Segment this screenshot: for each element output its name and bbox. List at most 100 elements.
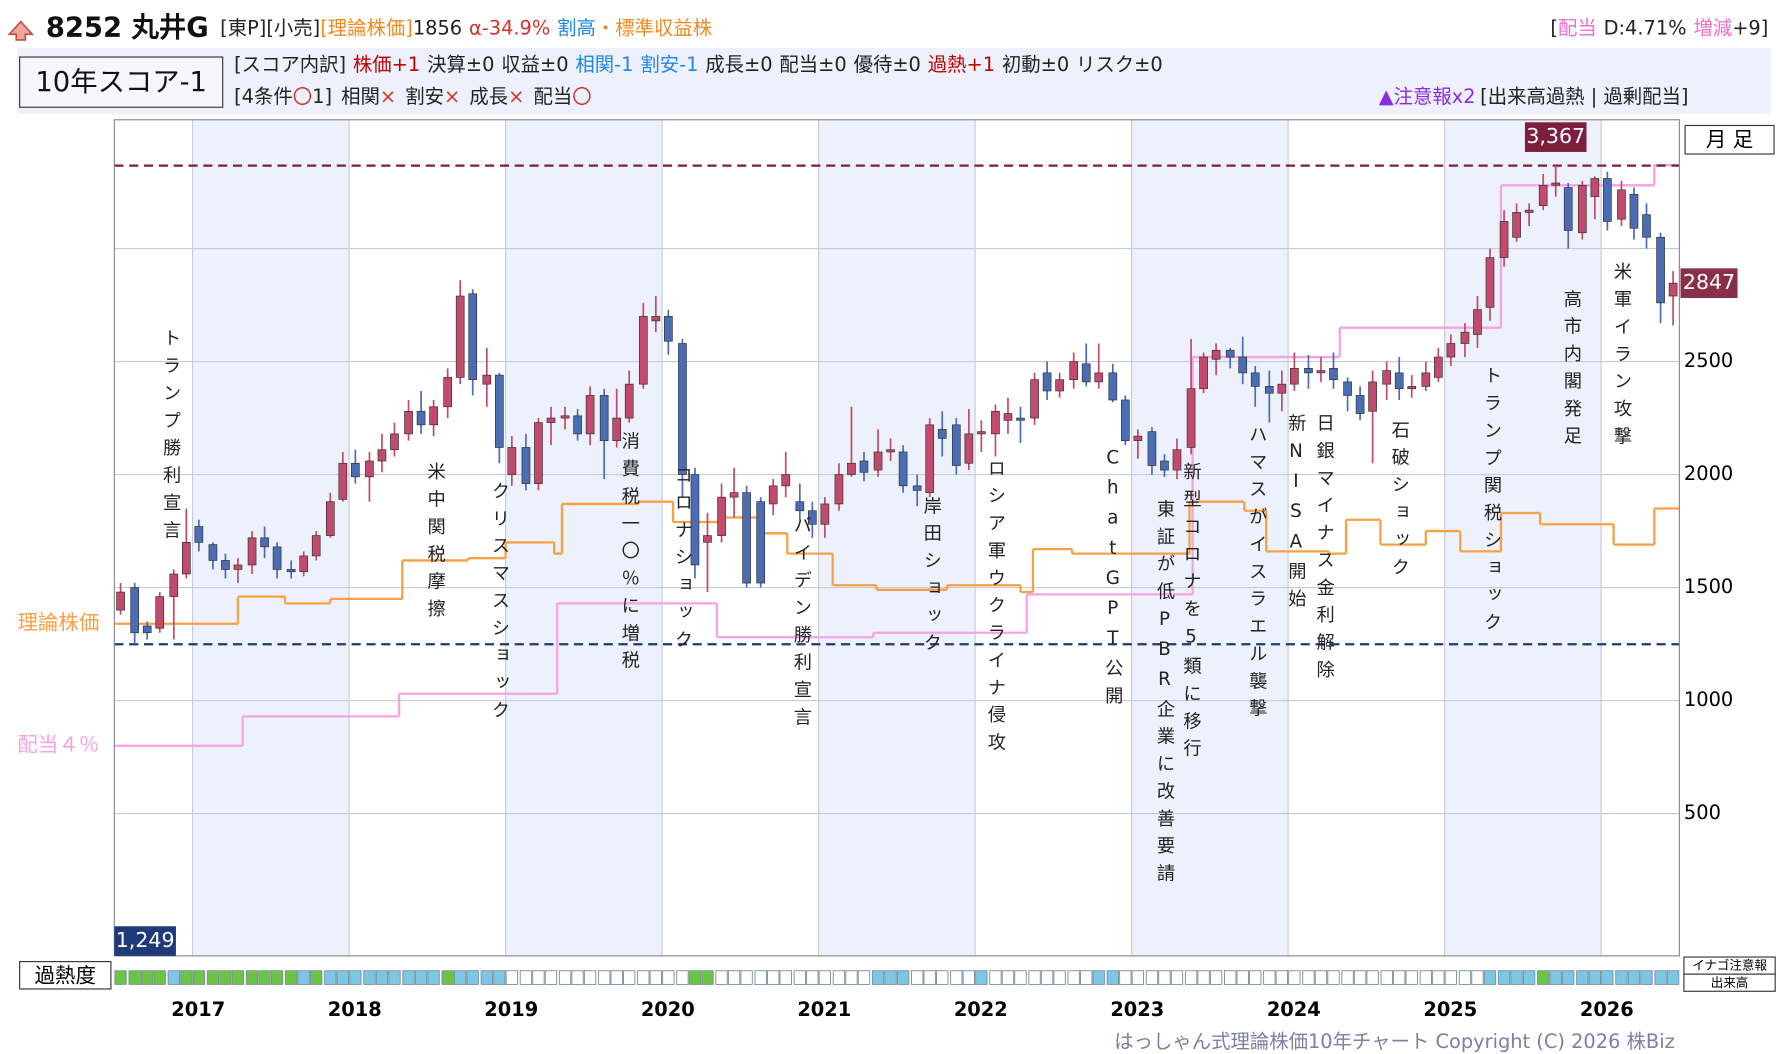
- candle-body: [181, 542, 191, 575]
- event-annotation: 高市内閣発足: [1561, 289, 1582, 453]
- heat-cell: [688, 970, 702, 985]
- heat-cell: [1170, 970, 1184, 985]
- heat-cell: [206, 970, 220, 985]
- heat-cell: [1236, 970, 1249, 985]
- heat-cell: [402, 970, 415, 985]
- heat-cell: [1275, 970, 1289, 985]
- header-line: [配当 D:4.71% 増減+9]: [1550, 16, 1768, 39]
- score-box-text: 10年スコア-1: [35, 67, 207, 98]
- candle-body: [416, 410, 426, 426]
- heat-cell: [466, 970, 479, 985]
- heat-cell: [1288, 970, 1301, 985]
- heat-cell: [923, 970, 936, 985]
- year-shade: [1131, 119, 1289, 956]
- header-text: 過熱+1: [928, 53, 995, 76]
- candle-body: [717, 496, 726, 536]
- heat-cell: [505, 970, 519, 985]
- year-shade: [192, 119, 350, 956]
- candle-body: [1473, 309, 1482, 335]
- heat-cell: [583, 970, 597, 985]
- heat-cell: [767, 970, 780, 985]
- y-tick-label: 1000: [1684, 688, 1733, 711]
- header-line: [スコア内訳] 株価+1 決算±0 収益±0 相関-1 割安-1 成長±0 配当±0 優待±0 過…: [234, 53, 1163, 76]
- up-arrow-icon: [7, 20, 35, 41]
- header-text: 配当: [1558, 16, 1597, 39]
- candle-body: [221, 560, 230, 570]
- header-text: ・標準収益株: [596, 16, 712, 39]
- candle-body: [624, 383, 634, 419]
- candle-body: [1563, 187, 1573, 231]
- heat-cell: [1654, 970, 1667, 985]
- candle-body: [977, 431, 986, 435]
- heat-cell: [662, 970, 675, 985]
- heat-cell: [114, 970, 127, 985]
- candle-body: [1368, 381, 1377, 412]
- heat-cell: [231, 970, 245, 985]
- heat-label-box: [19, 961, 112, 990]
- header-text: 割高: [557, 16, 596, 39]
- heat-cell: [962, 970, 975, 985]
- candle-body: [690, 474, 700, 566]
- candle-body: [1147, 431, 1157, 466]
- header-text: 初動±0: [1002, 53, 1069, 76]
- heat-cell: [1458, 970, 1472, 985]
- event-annotation: 東証が低PBR企業に改善要請: [1154, 499, 1175, 891]
- candle-body: [898, 451, 908, 487]
- heat-cell: [1106, 970, 1119, 985]
- heat-cell: [715, 970, 728, 985]
- header-line: [4条件〇1] 相関× 割安× 成長× 配当〇: [234, 84, 592, 107]
- heat-cell: [1092, 970, 1105, 985]
- candle-body: [1094, 372, 1104, 383]
- candle-body: [886, 449, 895, 453]
- x-tick-label: 2023: [1110, 998, 1164, 1021]
- heat-cell: [1145, 970, 1159, 985]
- heat-cell: [1028, 970, 1041, 985]
- heat-cell: [1380, 970, 1393, 985]
- heat-cell: [1040, 970, 1054, 985]
- heat-cell: [1522, 970, 1536, 985]
- heat-cell: [1666, 970, 1680, 985]
- header-text: 配当±0: [779, 53, 846, 76]
- header-text: 成長±0: [705, 53, 772, 76]
- heat-cell: [1444, 970, 1458, 985]
- candle-body: [1642, 214, 1651, 238]
- event-annotation: ChatGPT公開: [1102, 447, 1123, 713]
- candle-body: [1394, 372, 1404, 390]
- header-text: 優待±0: [854, 53, 921, 76]
- heat-cell: [1014, 970, 1027, 985]
- candle-body: [1421, 372, 1431, 387]
- heat-cell: [975, 970, 988, 985]
- candle-body: [951, 424, 961, 466]
- heat-cell: [1053, 970, 1066, 985]
- event-annotation: ロシア軍ウクライナ侵攻: [985, 459, 1006, 760]
- heat-cell: [297, 970, 310, 985]
- heat-cell: [493, 970, 506, 985]
- heat-cell: [1483, 970, 1497, 985]
- candle-body: [155, 596, 165, 629]
- candle-body: [925, 424, 935, 493]
- heat-cell: [649, 970, 662, 985]
- header-text: 〇: [572, 84, 591, 107]
- candle-body: [1329, 368, 1338, 380]
- heat-cell: [1549, 970, 1562, 985]
- candle-body: [521, 447, 531, 484]
- header-text: α-34.9%: [469, 16, 550, 39]
- heat-cell: [845, 970, 858, 985]
- candle-body: [390, 433, 399, 451]
- candle-body: [795, 501, 805, 512]
- header-text: [: [1550, 16, 1558, 39]
- heat-cell: [141, 970, 154, 985]
- y-tick-label: 2500: [1684, 349, 1733, 372]
- candle-body: [1108, 372, 1118, 401]
- candle-body: [1016, 417, 1025, 421]
- candle-body: [678, 343, 687, 475]
- heat-cell: [610, 970, 623, 985]
- candle-body: [873, 451, 883, 471]
- candle-body: [1656, 236, 1665, 304]
- heat-cell: [871, 970, 885, 985]
- event-annotation: 日銀マイナス金利解除: [1314, 414, 1335, 688]
- candle-body: [1211, 349, 1221, 360]
- heat-side-label: イナゴ注意報: [1692, 958, 1767, 973]
- reference-label: 1,249: [116, 928, 175, 952]
